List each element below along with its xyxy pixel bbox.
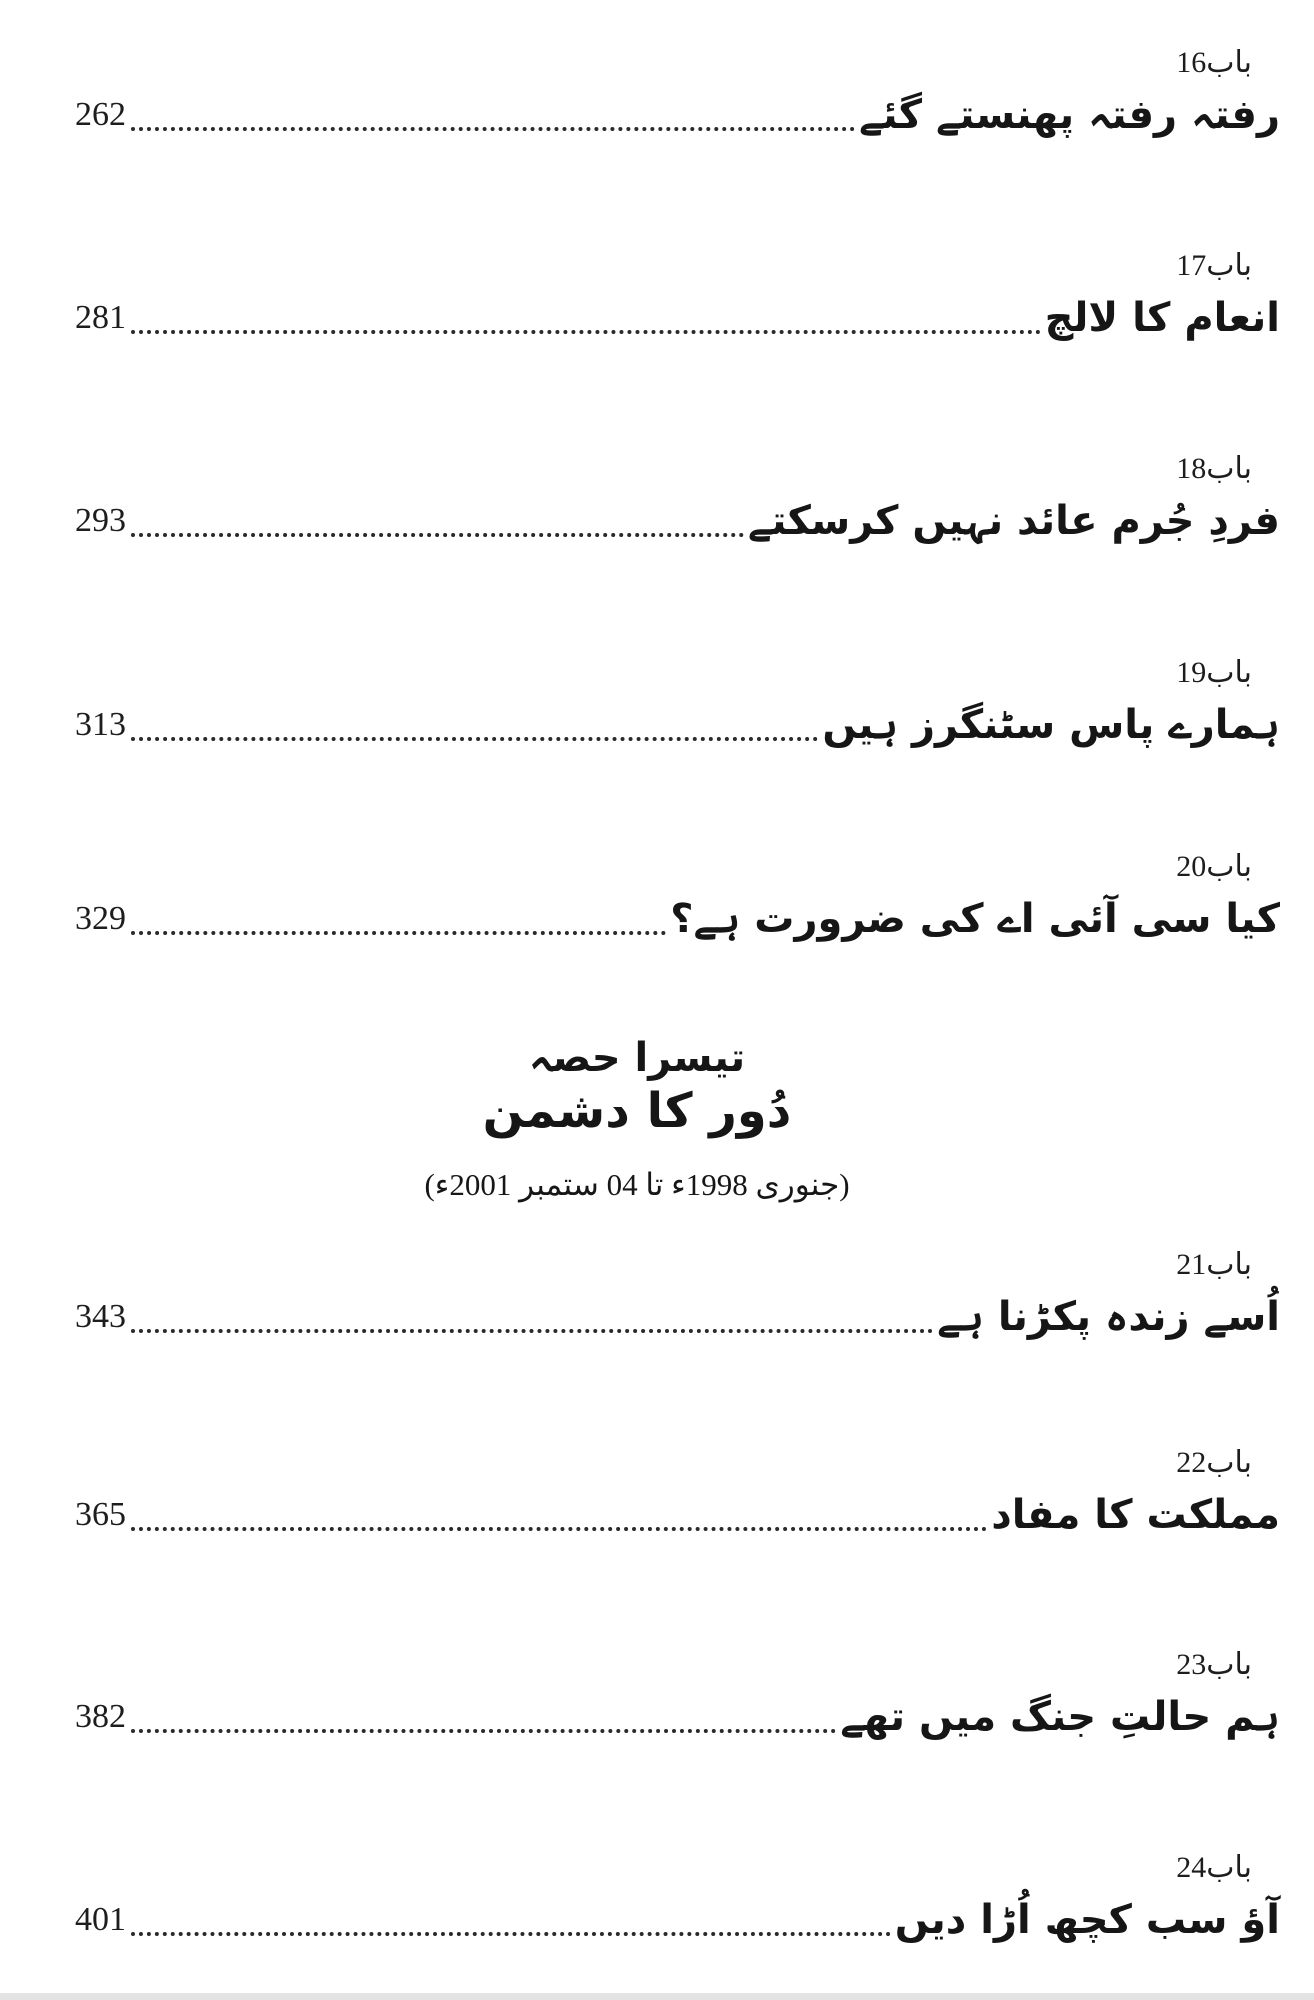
- toc-entry-chapter-21: باب21 343 اُسے زندہ پکڑنا ہے: [75, 1242, 1280, 1344]
- dot-leader: [131, 1690, 837, 1733]
- dot-leader: [131, 1893, 891, 1936]
- chapter-title-line: 365 مملکت کا مفاد: [75, 1488, 1280, 1542]
- section-date-range: (جنوری 1998ء تا 04 ستمبر 2001ء): [424, 1167, 850, 1202]
- chapter-title-line: 343 اُسے زندہ پکڑنا ہے: [75, 1290, 1280, 1344]
- chapter-number: باب23: [1176, 1648, 1252, 1681]
- toc-entry-chapter-22: باب22 365 مملکت کا مفاد: [75, 1440, 1280, 1542]
- chapter-number: باب17: [1176, 249, 1252, 282]
- chapter-title-line: 281 انعام کا لالچ: [75, 291, 1280, 345]
- chapter-number: باب19: [1176, 656, 1252, 689]
- page-number: 281: [75, 299, 126, 336]
- chapter-title: اُسے زندہ پکڑنا ہے: [937, 1294, 1280, 1340]
- dot-leader: [131, 291, 1041, 334]
- chapter-number: باب16: [1176, 46, 1252, 79]
- chapter-number: باب18: [1176, 452, 1252, 485]
- chapter-number: باب24: [1176, 1851, 1252, 1884]
- chapter-number: باب20: [1176, 850, 1252, 883]
- toc-entry-chapter-18: باب18 293 فردِ جُرم عائد نہیں کرسکتے: [75, 446, 1280, 548]
- toc-entry-chapter-24: باب24 401 آؤ سب کچھ اُڑا دیں: [75, 1845, 1280, 1947]
- chapter-title-line: 293 فردِ جُرم عائد نہیں کرسکتے: [75, 494, 1280, 548]
- chapter-title-line: 382 ہم حالتِ جنگ میں تھے: [75, 1690, 1280, 1744]
- chapter-title: فردِ جُرم عائد نہیں کرسکتے: [747, 498, 1280, 544]
- chapter-title: انعام کا لالچ: [1044, 295, 1280, 341]
- page-number: 365: [75, 1496, 126, 1533]
- dot-leader: [131, 494, 744, 537]
- dot-leader: [131, 1488, 988, 1531]
- page-number: 329: [75, 900, 126, 937]
- chapter-number: باب22: [1176, 1446, 1252, 1479]
- page-number: 401: [75, 1901, 126, 1938]
- page-number: 262: [75, 96, 126, 133]
- dot-leader: [131, 88, 855, 131]
- section-part-label: تیسرا حصہ: [528, 1035, 746, 1081]
- chapter-title-line: 262 رفتہ رفتہ پھنستے گئے: [75, 88, 1280, 142]
- toc-entry-chapter-16: باب16 262 رفتہ رفتہ پھنستے گئے: [75, 40, 1280, 142]
- page-number: 382: [75, 1698, 126, 1735]
- chapter-title: ہمارے پاس سٹنگرز ہیں: [822, 702, 1280, 748]
- toc-entry-chapter-19: باب19 313 ہمارے پاس سٹنگرز ہیں: [75, 650, 1280, 752]
- page-number: 293: [75, 502, 126, 539]
- dot-leader: [131, 892, 667, 935]
- chapter-title-line: 329 کیا سی آئی اے کی ضرورت ہے؟: [75, 892, 1280, 946]
- dot-leader: [131, 698, 819, 741]
- chapter-title: آؤ سب کچھ اُڑا دیں: [894, 1897, 1280, 1943]
- page-number: 313: [75, 706, 126, 743]
- chapter-title: ہم حالتِ جنگ میں تھے: [840, 1694, 1280, 1740]
- chapter-title-line: 401 آؤ سب کچھ اُڑا دیں: [75, 1893, 1280, 1947]
- dot-leader: [131, 1290, 934, 1333]
- page-number: 343: [75, 1298, 126, 1335]
- chapter-title: مملکت کا مفاد: [991, 1492, 1280, 1538]
- chapter-number: باب21: [1176, 1248, 1252, 1281]
- toc-entry-chapter-23: باب23 382 ہم حالتِ جنگ میں تھے: [75, 1642, 1280, 1744]
- scan-edge-artifact: [0, 1993, 1314, 2000]
- chapter-title: کیا سی آئی اے کی ضرورت ہے؟: [670, 896, 1280, 942]
- toc-entry-chapter-20: باب20 329 کیا سی آئی اے کی ضرورت ہے؟: [75, 844, 1280, 946]
- chapter-title-line: 313 ہمارے پاس سٹنگرز ہیں: [75, 698, 1280, 752]
- toc-entry-chapter-17: باب17 281 انعام کا لالچ: [75, 243, 1280, 345]
- section-part-title: دُور کا دشمن: [482, 1083, 792, 1139]
- chapter-title: رفتہ رفتہ پھنستے گئے: [859, 92, 1280, 138]
